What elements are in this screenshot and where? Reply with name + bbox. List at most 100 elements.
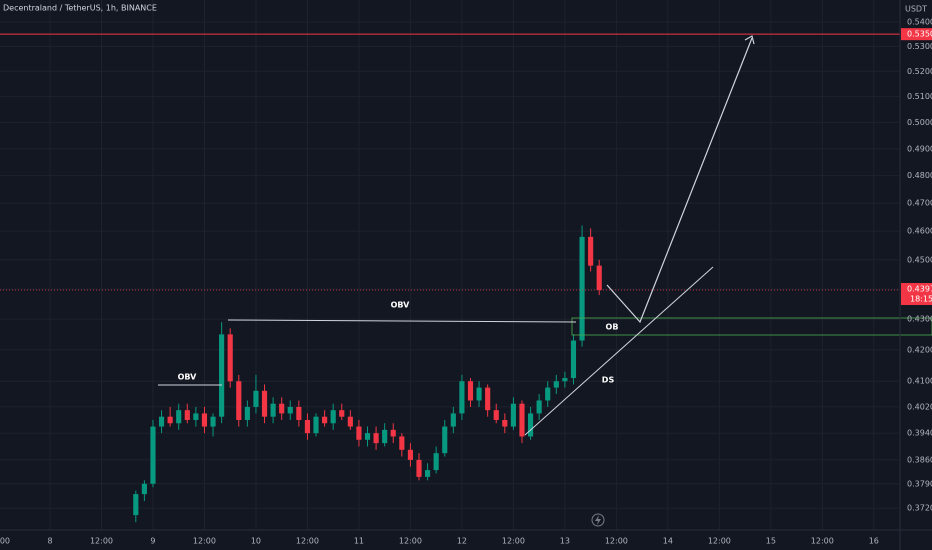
- candle-body: [184, 410, 190, 420]
- arrow-head: [744, 35, 755, 45]
- candle-body: [459, 381, 465, 414]
- candle-body: [339, 410, 345, 417]
- x-tick-label: 12:00: [399, 537, 422, 546]
- candle-body: [141, 483, 147, 495]
- plot: [0, 33, 900, 523]
- candle-body: [364, 433, 371, 440]
- x-tick-label: 12:00: [0, 537, 10, 546]
- candle-body: [296, 406, 302, 420]
- level-tag: [901, 28, 932, 41]
- candle-body: [201, 413, 208, 427]
- candle-body: [467, 381, 474, 401]
- candle-body: [425, 470, 431, 477]
- x-tick-label: 16: [869, 537, 879, 546]
- projection-path: [606, 37, 753, 324]
- candle-body: [279, 403, 285, 414]
- currency-label: USDT: [905, 5, 927, 14]
- candle-body: [562, 378, 568, 382]
- candle-body: [553, 381, 559, 388]
- candle-body: [502, 419, 508, 427]
- x-tick-label: 12:00: [605, 537, 628, 546]
- candle-body: [545, 387, 551, 401]
- candle-body: [536, 400, 542, 414]
- x-tick-label: 12:00: [193, 537, 216, 546]
- candle-body: [510, 403, 516, 427]
- candle-body: [476, 387, 482, 401]
- grid: [0, 0, 900, 530]
- annotation: OBV: [178, 373, 198, 382]
- candle-body: [253, 390, 259, 407]
- candle-body: [433, 453, 439, 471]
- candle-body: [442, 426, 448, 454]
- candle-body: [382, 429, 388, 444]
- candle-body: [176, 410, 182, 424]
- candle-body: [588, 236, 594, 266]
- candle-body: [493, 410, 499, 420]
- candle-body: [244, 406, 250, 420]
- event-icon-bolt: [595, 515, 601, 525]
- annotation: OBV: [391, 301, 411, 310]
- chart-title: Decentraland / TetherUS, 1h, BINANCE: [3, 4, 157, 13]
- countdown-label: 18:15: [910, 295, 932, 304]
- x-tick-label: 12:00: [296, 537, 319, 546]
- candle-body: [407, 449, 413, 460]
- x-tick-label: 12:00: [90, 537, 113, 546]
- candle-body: [304, 419, 311, 434]
- candle-body: [150, 426, 156, 484]
- candle-body: [347, 416, 353, 427]
- candle-body: [158, 416, 165, 427]
- x-tick-label: 10: [251, 537, 261, 546]
- annotation: OB: [606, 323, 619, 332]
- candle-body: [219, 334, 225, 417]
- candle-body: [236, 381, 242, 420]
- candle-body: [227, 334, 233, 382]
- candle-body: [450, 413, 456, 427]
- candle-body: [330, 410, 336, 424]
- candle-body: [270, 403, 276, 417]
- candle-body: [210, 416, 216, 427]
- candle-body: [287, 406, 293, 414]
- x-tick-label: 11: [354, 537, 364, 546]
- x-tick-label: 12:00: [708, 537, 731, 546]
- trend-line: [524, 266, 714, 436]
- candle-body: [579, 236, 585, 341]
- order-block-box: [571, 317, 932, 336]
- x-tick-label: 9: [150, 537, 155, 546]
- x-tick-label: 15: [766, 537, 776, 546]
- candle-body: [261, 390, 268, 417]
- candle-body: [313, 416, 319, 434]
- x-tick-label: 12: [457, 537, 467, 546]
- event-icon[interactable]: [591, 513, 605, 527]
- candle-body: [596, 265, 602, 291]
- candle-body: [527, 413, 534, 437]
- candle-body: [356, 426, 362, 440]
- candle-body: [519, 403, 525, 437]
- candle-body: [570, 340, 577, 379]
- x-tick-label: 12:00: [811, 537, 834, 546]
- candle-body: [373, 433, 379, 444]
- last-price-tag: [901, 283, 932, 306]
- candle-body: [133, 494, 139, 516]
- annotation: DS: [602, 376, 615, 385]
